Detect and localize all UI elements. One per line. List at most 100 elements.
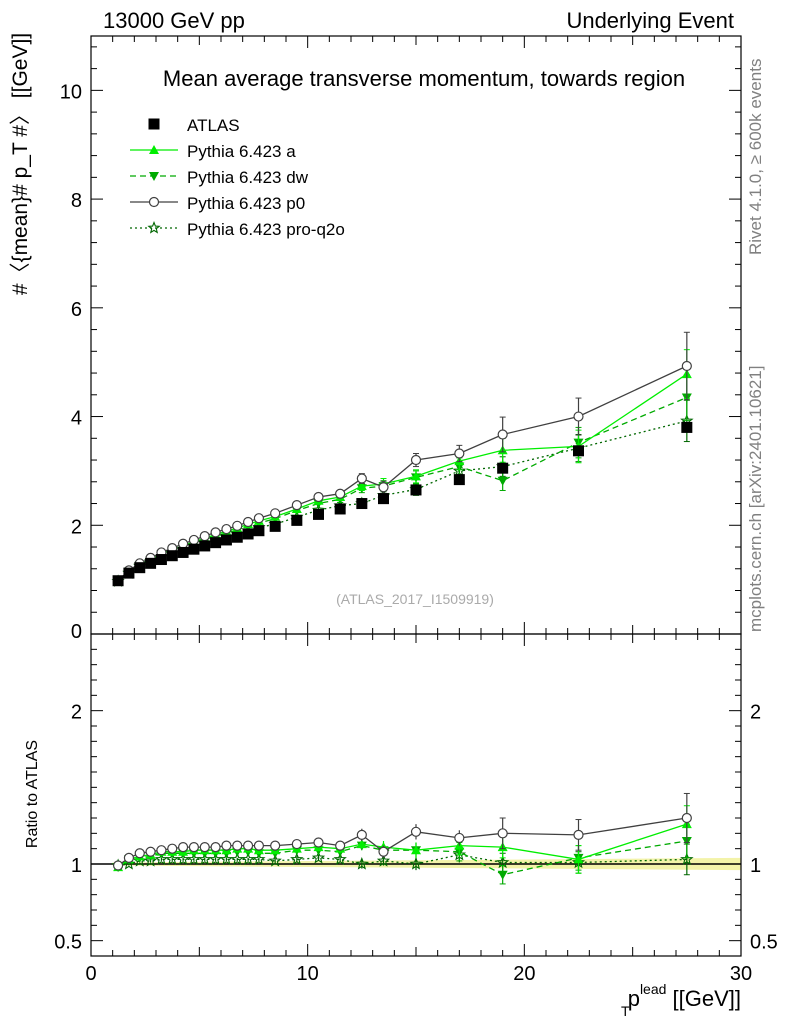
ratio-y-tick-label-right: 0.5: [750, 932, 778, 954]
x-tick-label: 0: [85, 963, 96, 985]
main-point-p0: [199, 531, 210, 542]
legend-label-a: Pythia 6.423 a: [187, 142, 296, 161]
ratio-point-proq2o: [187, 852, 201, 865]
main-y-tick-label: 6: [71, 299, 82, 321]
ratio-y-tick-label-left: 0.5: [54, 932, 82, 954]
ratio-y-tick-label-right: 1: [750, 855, 761, 877]
analysis-watermark: (ATLAS_2017_I1509919): [336, 591, 494, 607]
main-point-atlas: [112, 575, 124, 587]
legend-label-dw: Pythia 6.423 dw: [187, 168, 309, 187]
ratio-point-a: [573, 854, 584, 864]
ratio-point-p0: [497, 828, 508, 839]
main-point-atlas: [313, 508, 324, 520]
ratio-point-proq2o: [409, 856, 423, 870]
main-point-atlas: [453, 474, 465, 486]
ratio-point-p0: [291, 838, 302, 850]
ratio-y-axis-label: Ratio to ATLAS: [24, 740, 41, 848]
ratio-point-proq2o: [165, 852, 179, 866]
main-point-dw: [497, 476, 508, 486]
main-point-p0: [573, 411, 584, 422]
header-left: 13000 GeV pp: [103, 8, 245, 33]
x-tick-label: 10: [297, 963, 319, 985]
main-point-atlas: [210, 537, 222, 549]
ratio-point-p0: [232, 840, 243, 851]
ratio-point-proq2o: [376, 853, 391, 867]
main-point-p0: [313, 491, 324, 503]
main-point-atlas: [269, 520, 281, 532]
main-point-atlas: [356, 498, 368, 510]
x-axis-label-subscript: T: [621, 1003, 630, 1019]
ratio-point-p0: [313, 837, 324, 848]
main-point-atlas: [155, 554, 167, 566]
main-point-p0: [454, 448, 465, 459]
main-point-atlas: [410, 484, 422, 496]
main-point-atlas: [188, 543, 200, 555]
main-point-p0: [335, 488, 346, 499]
ratio-y-tick-label-left: 1: [71, 855, 82, 877]
main-point-atlas: [497, 462, 509, 474]
main-point-p0: [356, 473, 367, 484]
main-point-atlas: [134, 562, 146, 574]
main-y-tick-label-zero: 0: [71, 621, 82, 643]
ratio-point-p0: [112, 860, 124, 871]
main-point-atlas: [378, 493, 389, 505]
ratio-plot-frame: [90, 633, 742, 957]
ratio-point-p0: [454, 832, 465, 844]
ratio-point-proq2o: [198, 852, 212, 866]
legend-marker-p0: [148, 196, 160, 208]
main-point-atlas: [199, 540, 211, 552]
main-point-atlas: [573, 445, 584, 457]
main-point-p0: [177, 538, 189, 549]
ratio-point-proq2o: [241, 852, 255, 865]
main-point-p0: [232, 520, 243, 531]
ratio-y-tick-label-left: 2: [71, 702, 82, 724]
legend-marker-atlas: [148, 118, 160, 130]
ratio-line-p0: [117, 817, 687, 867]
plot-title: Mean average transverse momentum, toward…: [163, 66, 685, 91]
main-point-p0: [188, 534, 200, 546]
ratio-point-p0: [177, 842, 189, 853]
main-y-tick-label: 4: [71, 408, 82, 430]
main-point-atlas: [681, 421, 693, 433]
x-tick-label: 30: [730, 963, 752, 985]
main-y-tick-label: 10: [60, 81, 82, 103]
ratio-point-p0: [410, 826, 422, 837]
ratio-point-p0: [145, 846, 156, 857]
legend-marker-proq2o: [147, 220, 161, 234]
main-point-p0: [242, 516, 254, 528]
main-point-atlas: [220, 534, 232, 546]
ratio-point-dw: [497, 870, 508, 880]
ratio-point-p0: [188, 842, 200, 853]
main-point-a: [411, 471, 421, 481]
ratio-point-p0: [134, 848, 145, 859]
ratio-y-tick-label-right: 2: [750, 702, 761, 724]
main-point-atlas: [334, 503, 346, 515]
main-point-atlas: [145, 557, 157, 569]
ratio-point-proq2o: [154, 852, 169, 865]
ratio-point-p0: [199, 842, 210, 853]
ratio-point-proq2o: [208, 852, 223, 865]
main-y-axis-label: #〈{mean}# p_T #〉 [[GeV]]: [9, 33, 32, 295]
ratio-point-p0: [378, 846, 389, 857]
main-point-p0: [221, 523, 232, 535]
ratio-point-proq2o: [290, 852, 304, 866]
ratio-point-p0: [242, 840, 254, 851]
main-point-atlas: [123, 567, 135, 579]
main-point-atlas: [242, 528, 254, 540]
ratio-point-p0: [253, 840, 265, 851]
ratio-point-proq2o: [355, 856, 369, 870]
ratio-point-a: [411, 845, 421, 855]
main-point-a: [356, 481, 367, 491]
ratio-point-proq2o: [219, 852, 234, 865]
main-point-p0: [291, 500, 302, 511]
header-right: Underlying Event: [566, 8, 734, 33]
ratio-point-proq2o: [495, 855, 510, 869]
legend-label-atlas: ATLAS: [187, 116, 240, 135]
ratio-point-proq2o: [230, 852, 244, 866]
main-point-p0: [410, 454, 422, 466]
ratio-point-a: [356, 839, 367, 849]
legend-label-proq2o: Pythia 6.423 pro-q2o: [187, 220, 345, 239]
ratio-point-proq2o: [333, 852, 347, 866]
ratio-point-p0: [221, 840, 232, 851]
